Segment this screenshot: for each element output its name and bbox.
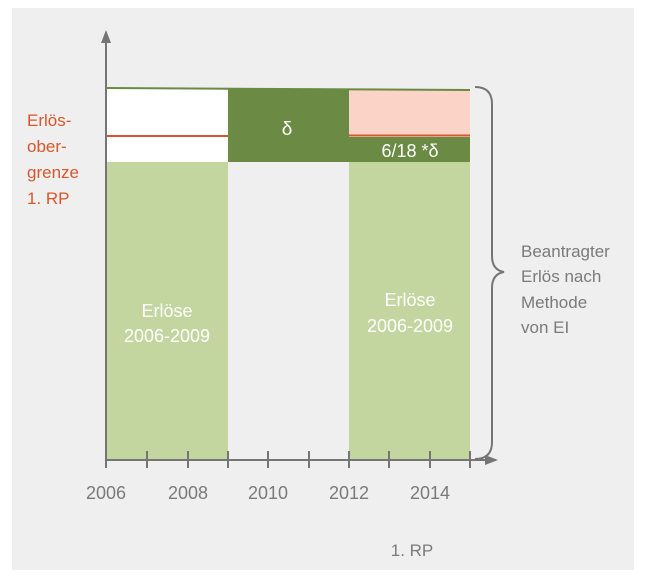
x-tick-label: 2014 xyxy=(410,483,450,503)
y-axis-arrow xyxy=(101,30,111,43)
curly-brace xyxy=(474,86,505,460)
x-tick-label: 2008 xyxy=(168,483,208,503)
fraction-block xyxy=(349,137,470,162)
revenue-block-left xyxy=(106,162,228,460)
revenue-block-left-label: 2006-2009 xyxy=(124,326,210,346)
revenue-block-left-label: Erlöse xyxy=(141,301,192,321)
delta-block xyxy=(228,89,349,162)
x-tick-label: 2010 xyxy=(248,483,288,503)
brace-label-line: Beantragter xyxy=(521,242,610,261)
brace-label-line: von EI xyxy=(521,318,569,337)
x-sub-label: 1. RP xyxy=(391,541,434,560)
brace-label-line: Methode xyxy=(521,293,587,312)
applied-revenue-line xyxy=(105,87,471,91)
revenue-cap-label-line: grenze xyxy=(27,163,79,182)
x-tick-label: 2006 xyxy=(86,483,126,503)
x-axis-arrow xyxy=(485,455,498,465)
delta-label: δ xyxy=(282,119,293,140)
brace-label-line: Erlös nach xyxy=(521,267,601,286)
revenue-cap-label-line: 1. RP xyxy=(27,189,70,208)
x-tick-label: 2012 xyxy=(329,483,369,503)
revenue-cap-label-line: Erlös- xyxy=(27,111,71,130)
revenue-block-right-label: Erlöse xyxy=(384,290,435,310)
top-band-left xyxy=(106,88,228,162)
revenue-block-right xyxy=(349,162,470,460)
fraction-label: 6/18 *δ xyxy=(381,141,438,161)
revenue-cap-label-line: ober- xyxy=(27,137,67,156)
revenue-block-right-label: 2006-2009 xyxy=(367,316,453,336)
pink-area xyxy=(349,89,470,135)
